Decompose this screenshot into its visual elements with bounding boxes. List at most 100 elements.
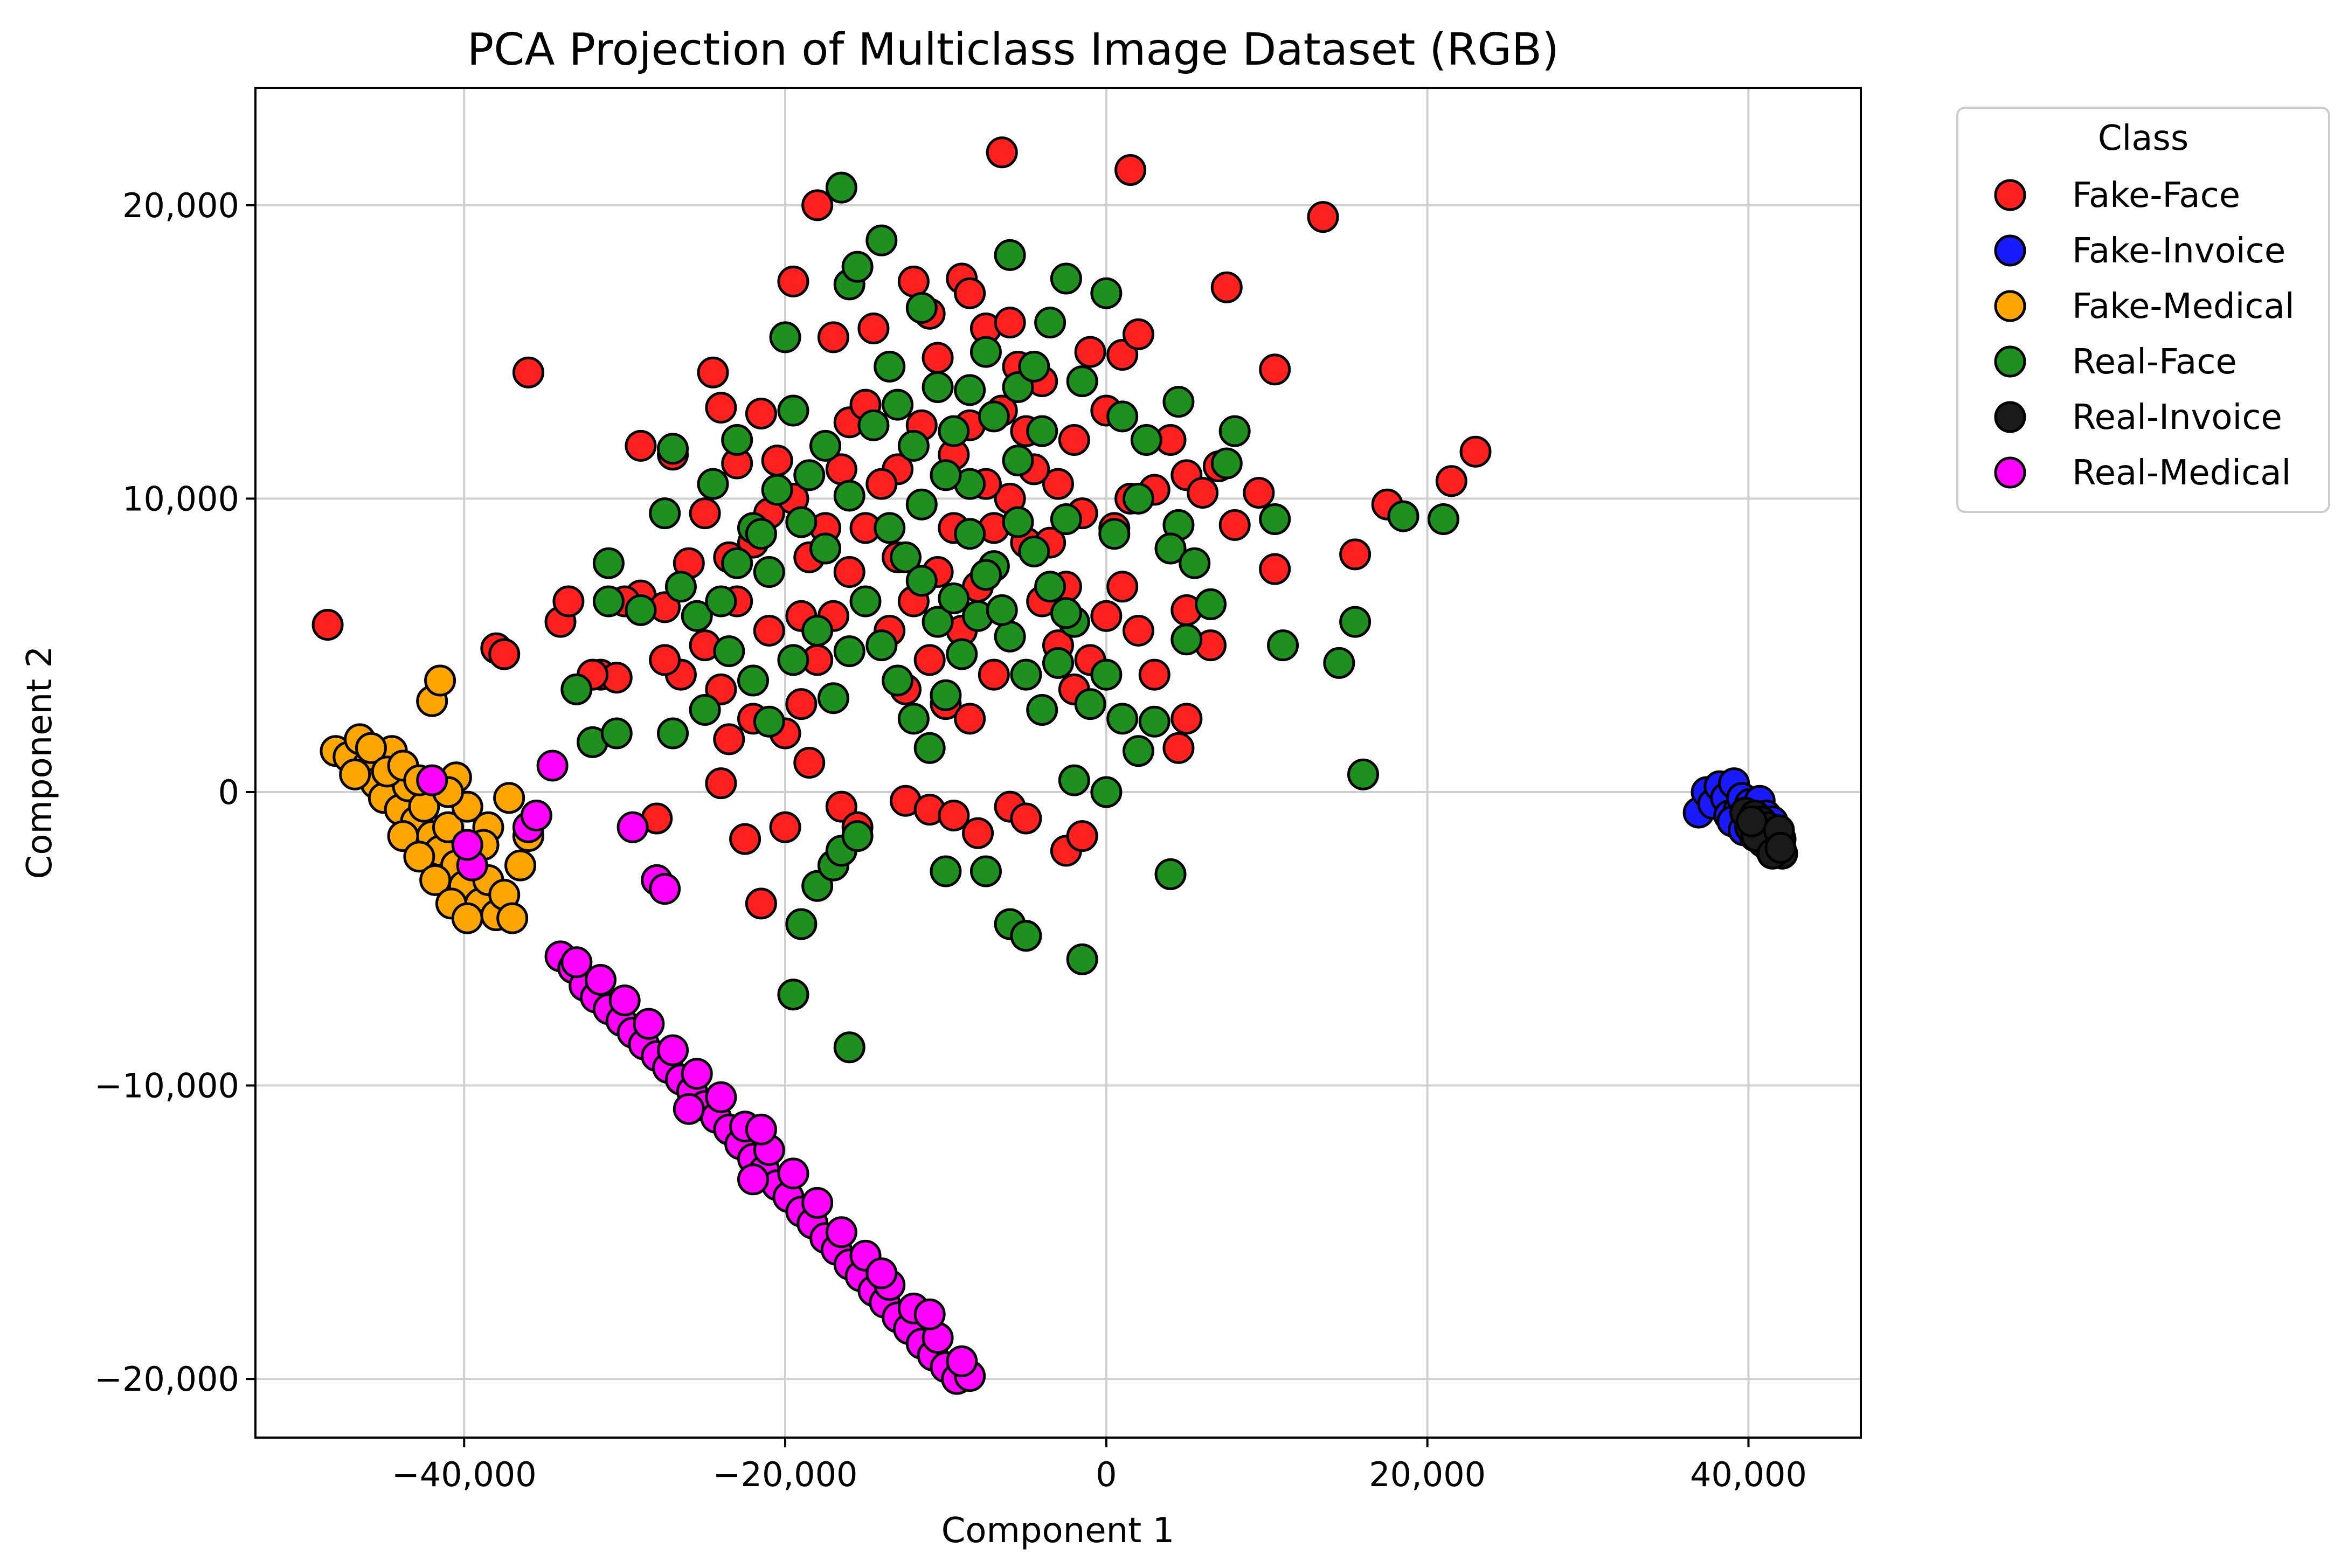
data-point [865,468,898,500]
data-point [930,679,962,711]
data-point [1010,658,1042,691]
data-point [1459,435,1492,468]
data-point [1170,623,1203,656]
data-point [311,609,344,641]
data-point [962,817,994,849]
data-point [1106,339,1139,371]
data-point [451,902,483,934]
data-point [882,664,914,697]
data-point [1066,943,1098,975]
data-point [969,855,1002,887]
data-point [833,480,865,512]
legend-label: Fake-Face [2072,176,2240,216]
data-point [1122,735,1154,767]
data-point [785,908,818,940]
data-point [1339,538,1372,571]
data-point [922,342,954,374]
data-point [801,870,834,902]
data-point [1122,318,1154,350]
data-point [1106,571,1139,603]
data-point [1058,764,1090,796]
data-point [882,388,914,421]
data-point [705,1081,737,1113]
data-point [1187,477,1219,509]
data-point [1050,597,1082,629]
data-point [1323,647,1355,679]
data-point [801,1187,834,1219]
y-tick-label: 20,000 [122,186,239,225]
series-fake-medical [320,664,544,934]
data-point [761,445,793,477]
data-point [1010,920,1042,952]
data-point [1267,629,1299,662]
data-point [419,864,452,896]
data-point [1162,386,1195,418]
legend-marker [1994,456,2026,489]
data-point [817,321,849,353]
data-point [416,764,448,796]
data-point [1098,518,1131,550]
data-point [608,984,641,1017]
data-point [496,902,529,934]
data-point [769,811,801,843]
data-point [520,800,552,832]
data-point [1090,658,1123,691]
data-point [1090,776,1123,808]
data-point [954,703,986,735]
data-point [584,963,617,996]
data-point [1764,831,1797,864]
y-tick-label: 10,000 [122,479,239,518]
data-point [681,600,713,632]
data-point [657,433,689,465]
data-point [737,664,769,697]
legend-marker [1994,401,2026,433]
data-point [657,1034,689,1066]
data-point [913,644,946,676]
data-point [1170,703,1203,735]
data-point [1034,307,1066,339]
data-point [913,1298,946,1330]
data-point [697,468,729,500]
data-point [1114,154,1147,186]
data-point [488,638,521,670]
data-point [801,614,834,647]
data-point [865,1257,898,1289]
data-point [817,682,849,714]
data-point [785,688,818,720]
data-point [649,873,681,905]
data-point [994,307,1026,339]
data-point [689,497,721,530]
data-point [1042,647,1074,679]
legend-marker [1994,290,2026,322]
data-point [946,1345,978,1377]
legend-entry: Real-Medical [1994,453,2291,493]
data-point [978,658,1010,691]
data-point [938,415,970,447]
series-real-medical [416,750,986,1395]
data-point [705,673,737,705]
y-tick-label: −20,000 [94,1359,239,1399]
data-point [1347,758,1380,790]
data-point [1307,201,1339,233]
data-point [753,556,785,588]
data-point [1138,658,1170,691]
data-point [649,644,681,676]
series-fake-face [311,136,1492,920]
data-point [552,585,585,618]
data-point [600,717,633,750]
x-axis-ticks: −40,000 −20,000 0 20,000 40,000 [392,1438,1807,1494]
x-tick-label: 40,000 [1690,1455,1807,1494]
data-point [745,887,777,920]
legend-marker [1994,234,2026,267]
legend: Class Fake-Face Fake-Invoice Fake-Medical R… [1956,107,2330,513]
data-point [1122,482,1154,515]
data-point [897,703,930,735]
data-point [793,747,826,779]
data-point [905,292,938,324]
data-point [1018,535,1050,567]
data-point [625,429,657,462]
data-point [705,585,737,618]
data-point [745,397,777,429]
data-point [737,1163,769,1196]
legend-title: Class [2098,119,2188,158]
